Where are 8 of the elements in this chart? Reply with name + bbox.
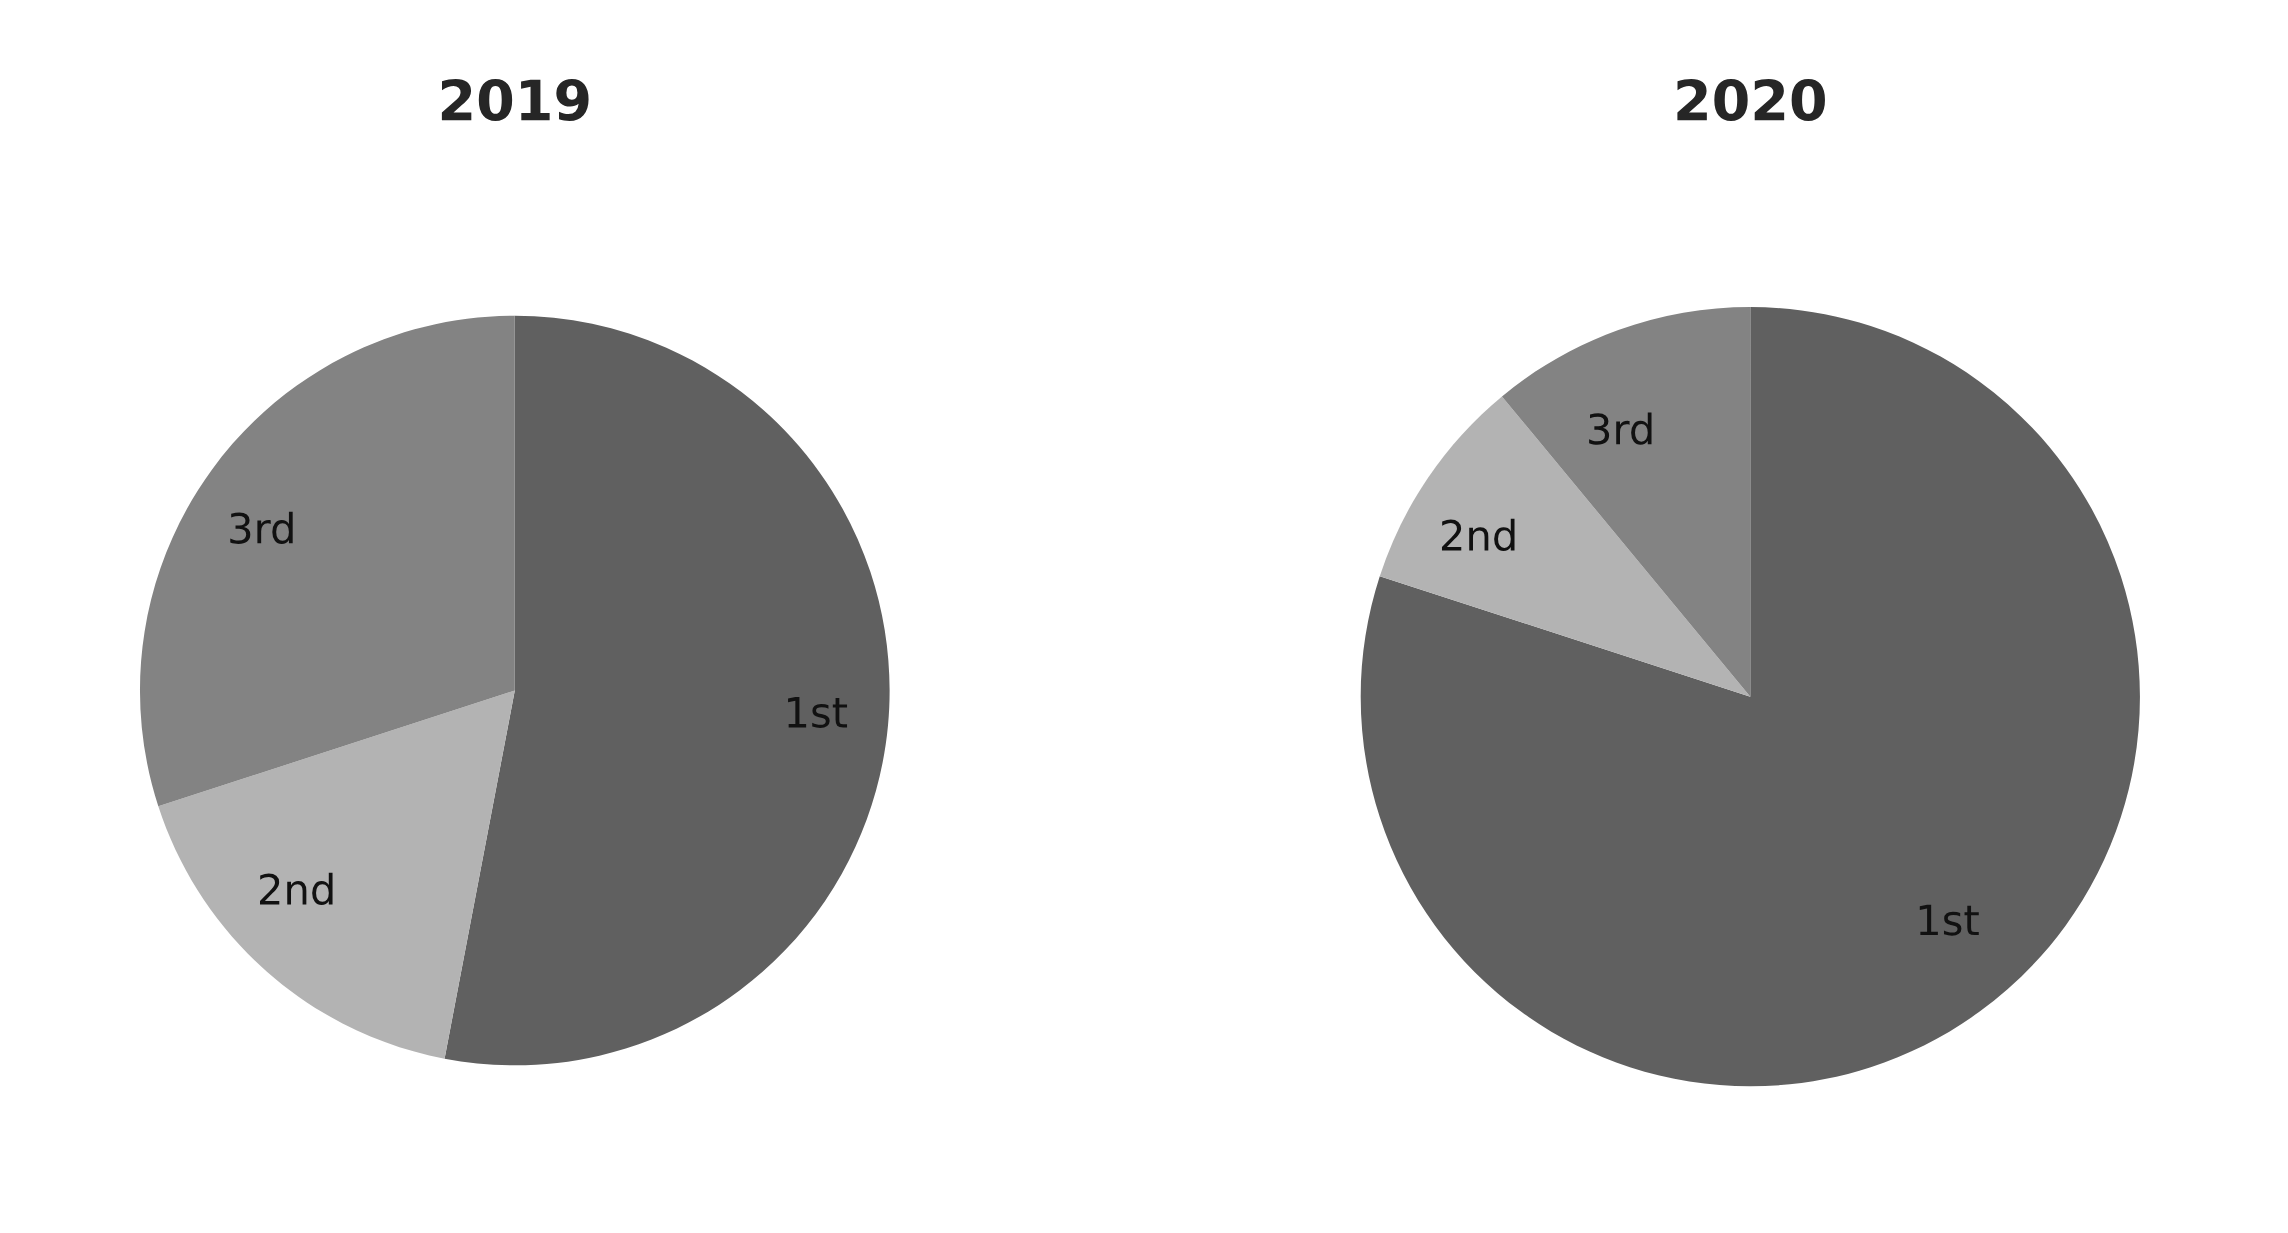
slice-label: 1st xyxy=(1919,904,1979,936)
slice-label: 3rd xyxy=(1589,412,1652,445)
slice-label: 2nd xyxy=(1441,518,1515,552)
chart-title: 2019 xyxy=(441,78,589,121)
chart-title: 2020 xyxy=(1677,78,1825,121)
slice-label: 2nd xyxy=(260,872,333,906)
slice-label: 3rd xyxy=(230,511,293,544)
slice-label: 1st xyxy=(788,697,848,728)
